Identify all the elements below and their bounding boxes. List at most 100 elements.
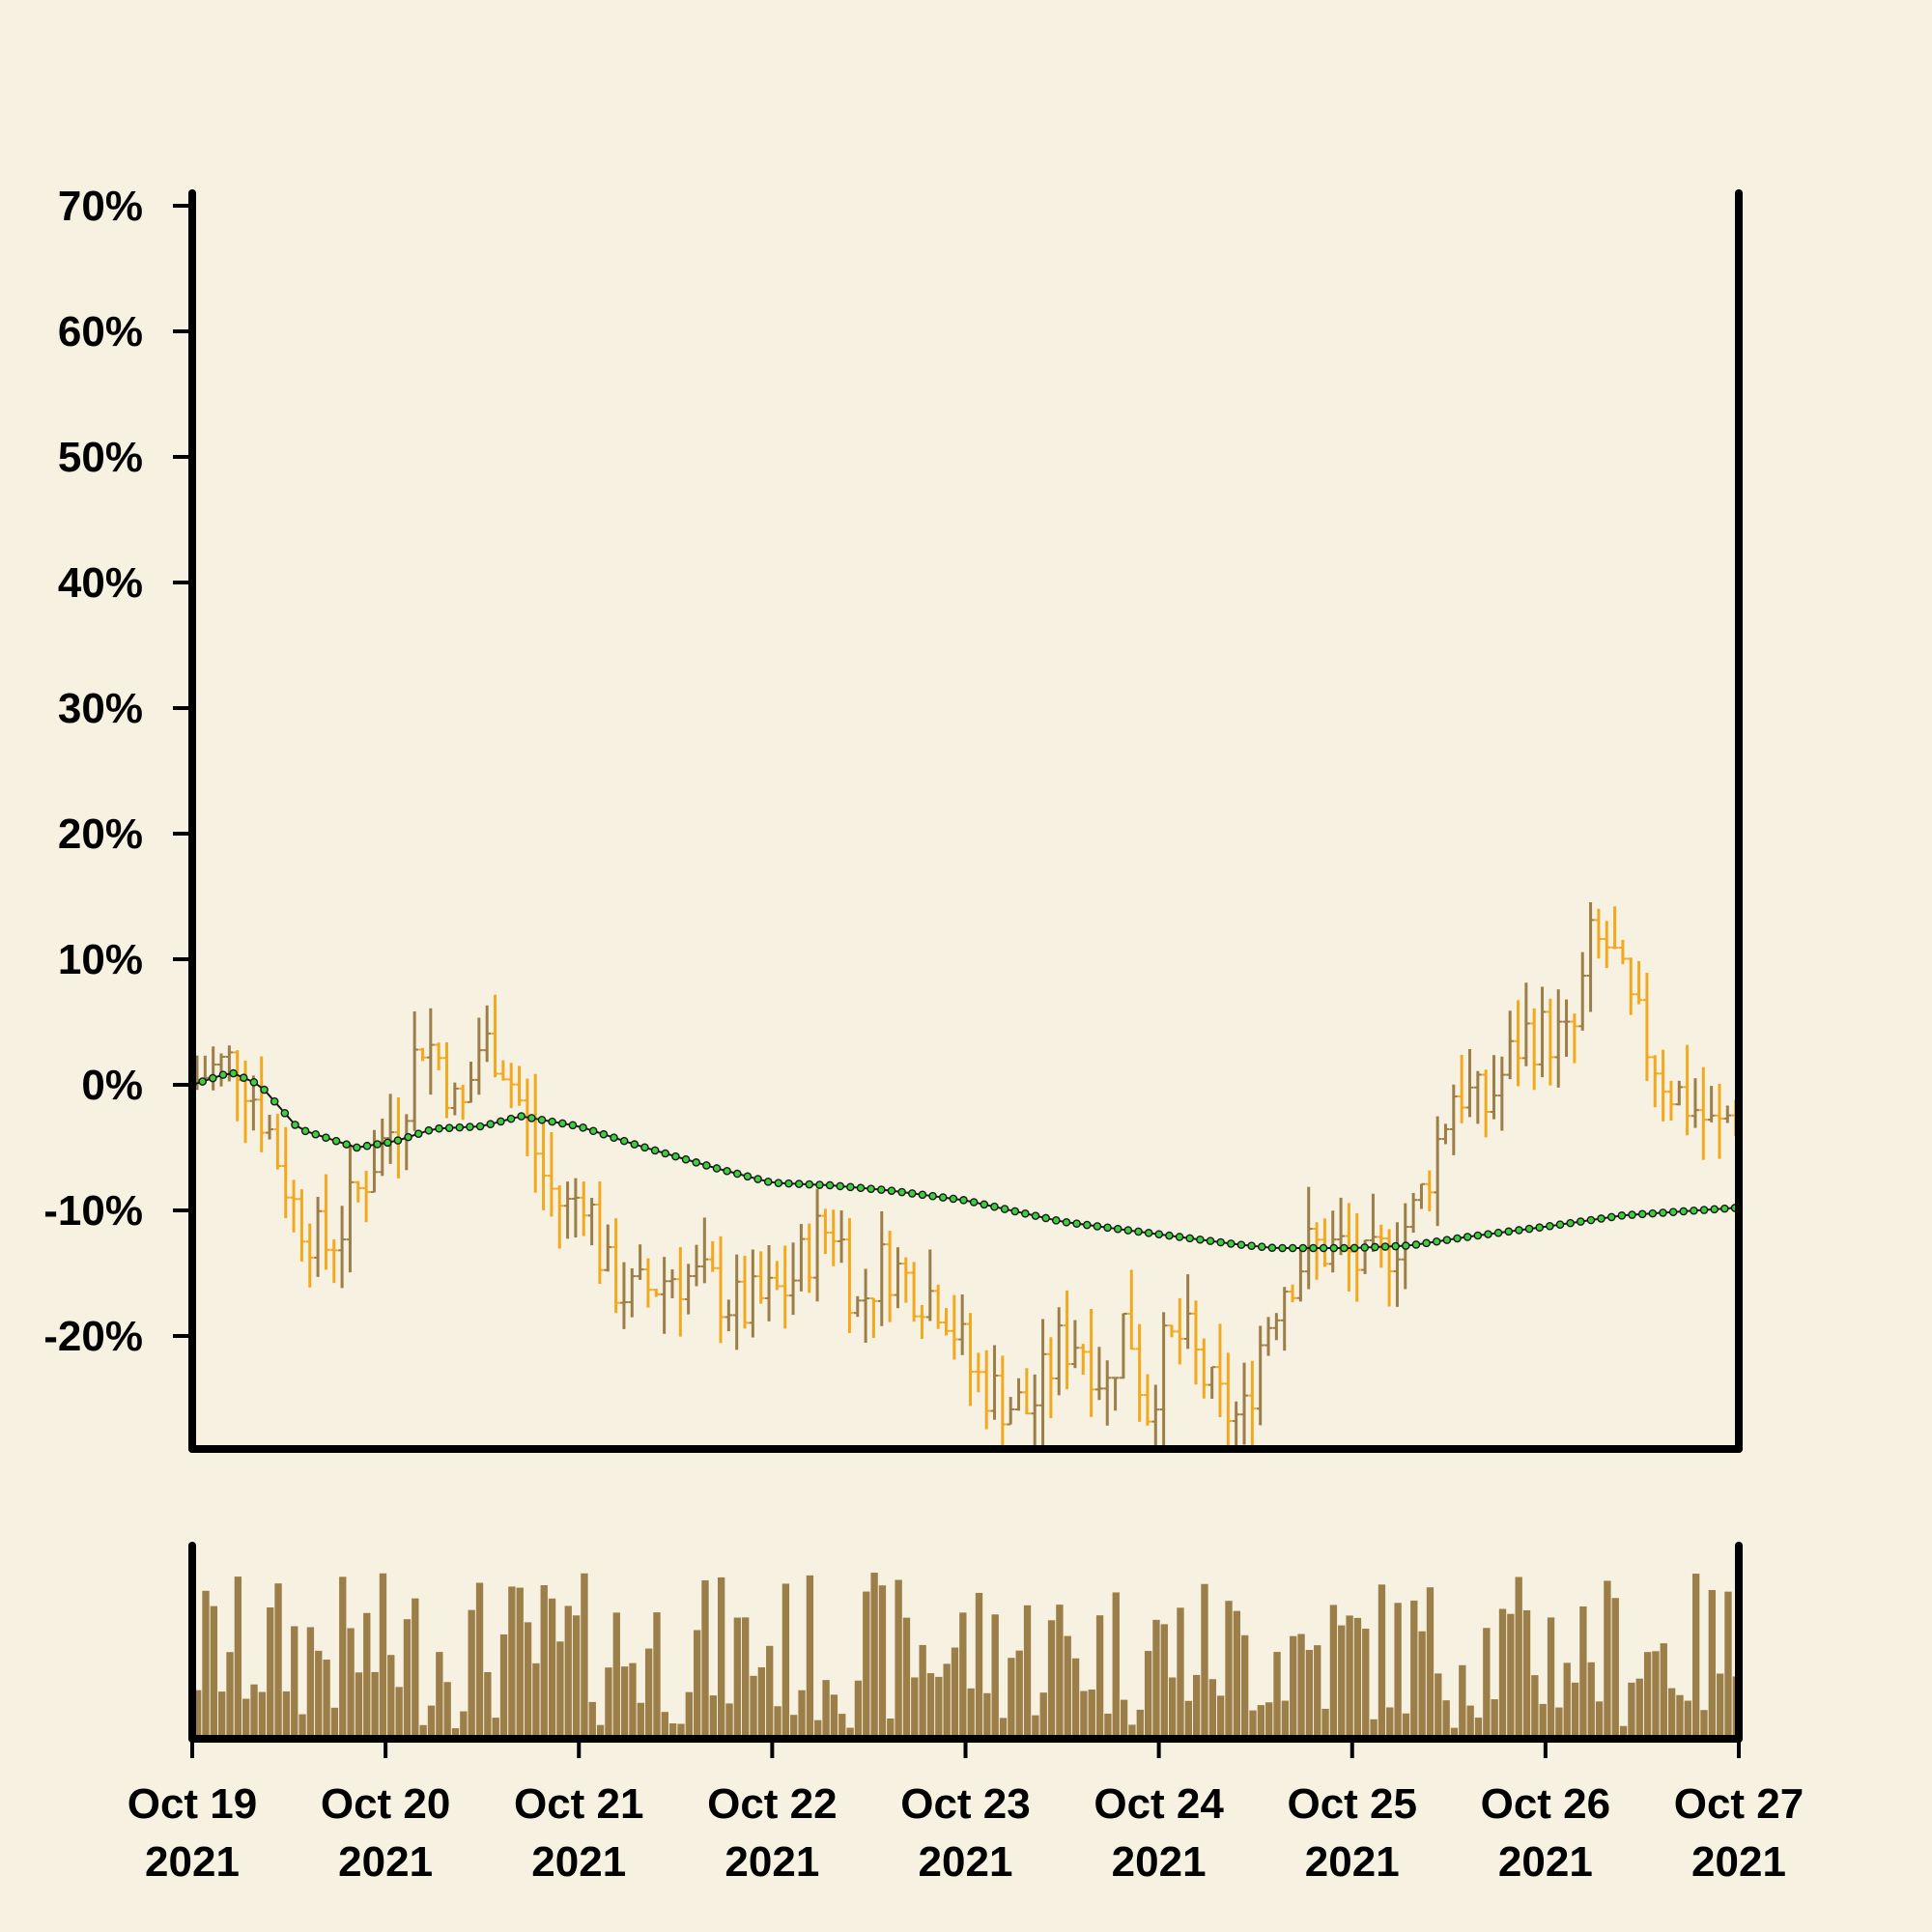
volume-bar bbox=[1160, 1624, 1168, 1739]
ohlc-bars bbox=[193, 902, 1739, 1449]
x-tick-label-date: Oct 25 bbox=[1287, 1780, 1417, 1828]
volume-bar bbox=[298, 1714, 306, 1739]
ohlc-bar bbox=[797, 1223, 806, 1292]
volume-bar bbox=[355, 1672, 363, 1739]
ohlc-bar bbox=[1651, 1055, 1660, 1108]
trend-line-marker bbox=[1206, 1236, 1215, 1245]
ohlc-bar bbox=[974, 1352, 982, 1393]
volume-bar bbox=[1112, 1592, 1120, 1739]
trend-line-marker bbox=[1329, 1243, 1339, 1253]
trend-line-marker bbox=[1659, 1208, 1667, 1217]
ohlc-bar bbox=[1063, 1290, 1071, 1390]
trend-line-marker bbox=[969, 1198, 979, 1207]
ohlc-bar bbox=[781, 1245, 789, 1329]
volume-bar bbox=[1724, 1591, 1732, 1739]
volume-bar bbox=[1555, 1707, 1563, 1739]
ohlc-bar bbox=[628, 1267, 637, 1318]
trend-line-marker bbox=[322, 1133, 330, 1143]
volume-bar bbox=[991, 1614, 999, 1739]
ohlc-bar bbox=[1022, 1368, 1031, 1415]
volume-bar bbox=[1241, 1634, 1249, 1739]
trend-line-marker bbox=[239, 1073, 248, 1083]
trend-line-marker bbox=[1576, 1217, 1585, 1226]
ohlc-bar bbox=[643, 1258, 652, 1308]
ohlc-bar bbox=[1127, 1269, 1136, 1350]
volume-bar bbox=[387, 1655, 395, 1739]
volume-bar bbox=[475, 1582, 484, 1739]
trend-line-marker bbox=[1278, 1243, 1287, 1253]
x-axis-tick-labels: Oct 19 2021 Oct 20 2021 Oct 21 2021 Oct 22 2021… bbox=[128, 1780, 1804, 1886]
x-tick-label-date: Oct 20 bbox=[321, 1780, 451, 1828]
ohlc-bar bbox=[402, 1114, 411, 1171]
x-tick-label-year: 2021 bbox=[1498, 1838, 1593, 1886]
trend-line-marker bbox=[805, 1179, 814, 1189]
volume-bar bbox=[1474, 1718, 1483, 1739]
trend-line-marker bbox=[506, 1114, 516, 1123]
ohlc-bar bbox=[587, 1197, 596, 1246]
y-tick-label: 0% bbox=[81, 1062, 143, 1109]
ohlc-bar bbox=[233, 1050, 242, 1122]
ohlc-bar bbox=[1256, 1325, 1264, 1426]
ohlc-bar bbox=[1304, 1186, 1313, 1290]
trend-line-marker bbox=[280, 1109, 290, 1118]
trend-line-marker bbox=[444, 1123, 454, 1132]
volume-bar bbox=[1095, 1615, 1104, 1739]
ohlc-bar bbox=[1715, 1083, 1723, 1159]
volume-bar bbox=[742, 1617, 750, 1739]
ohlc-bar bbox=[1506, 1010, 1515, 1080]
trend-line-marker bbox=[1524, 1224, 1534, 1234]
ohlc-bar bbox=[942, 1308, 951, 1336]
trend-line-marker bbox=[1504, 1227, 1514, 1236]
volume-bar bbox=[202, 1590, 210, 1739]
trend-line-marker bbox=[980, 1200, 989, 1209]
volume-bar bbox=[330, 1707, 339, 1739]
volume-bar bbox=[1015, 1650, 1023, 1739]
ohlc-bar bbox=[1167, 1324, 1176, 1338]
ohlc-bar bbox=[1666, 1080, 1675, 1122]
volume-bar bbox=[766, 1645, 774, 1739]
volume-bar bbox=[1047, 1620, 1056, 1739]
ohlc-bar bbox=[1248, 1360, 1257, 1449]
volume-bar bbox=[226, 1652, 234, 1739]
ohlc-bar bbox=[491, 994, 499, 1078]
ohlc-bar bbox=[209, 1046, 217, 1091]
volume-bar bbox=[460, 1711, 468, 1739]
volume-bar bbox=[1466, 1705, 1474, 1739]
ohlc-bar bbox=[459, 1084, 468, 1121]
volume-bar bbox=[653, 1612, 661, 1739]
volume-bar bbox=[315, 1650, 323, 1739]
ohlc-bar bbox=[1070, 1320, 1079, 1369]
ohlc-bar bbox=[1272, 1313, 1281, 1341]
ohlc-bar bbox=[515, 1065, 524, 1106]
ohlc-bar bbox=[1151, 1384, 1160, 1449]
trend-line-marker bbox=[1668, 1208, 1678, 1216]
ohlc-bar bbox=[1111, 1377, 1120, 1411]
trend-line-marker bbox=[743, 1172, 753, 1181]
ohlc-bar bbox=[1473, 1070, 1482, 1124]
trend-line-marker bbox=[1411, 1240, 1421, 1249]
ohlc-bar bbox=[555, 1185, 564, 1249]
volume-bar bbox=[750, 1675, 757, 1739]
trend-line-marker bbox=[723, 1166, 731, 1176]
trend-line-marker bbox=[229, 1068, 238, 1078]
volume-bar bbox=[1338, 1625, 1346, 1739]
trend-line-marker bbox=[774, 1179, 783, 1187]
volume-bar bbox=[1571, 1682, 1579, 1739]
volume-bar bbox=[524, 1622, 532, 1739]
x-tick-label-year: 2021 bbox=[1305, 1838, 1400, 1886]
ohlc-bar bbox=[1514, 1000, 1522, 1087]
ohlc-bar bbox=[1683, 1044, 1691, 1136]
volume-bar bbox=[1281, 1700, 1290, 1739]
y-tick-label: 60% bbox=[58, 308, 143, 355]
ohlc-bar bbox=[498, 1060, 507, 1081]
trend-line-marker bbox=[466, 1122, 474, 1131]
ohlc-bar bbox=[692, 1244, 700, 1287]
volume-bar bbox=[798, 1690, 806, 1739]
volume-bar bbox=[1684, 1700, 1691, 1739]
trend-line-marker bbox=[373, 1140, 382, 1149]
ohlc-bar bbox=[619, 1262, 628, 1329]
trend-line-marker bbox=[1493, 1228, 1503, 1237]
ohlc-bar bbox=[1578, 952, 1587, 1031]
volume-bar bbox=[499, 1634, 508, 1739]
ohlc-bar bbox=[483, 1005, 492, 1063]
